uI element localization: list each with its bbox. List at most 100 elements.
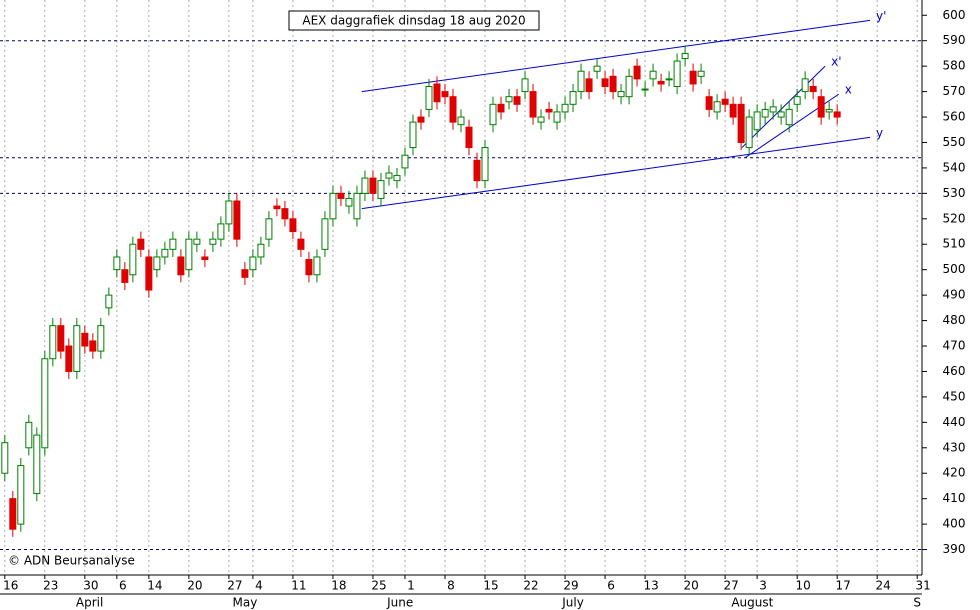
x-tick-label: 20 — [187, 579, 202, 593]
candle-body — [513, 96, 521, 105]
x-tick-label: 29 — [563, 579, 578, 593]
y-tick-label: 430 — [943, 440, 966, 454]
candle-body — [753, 111, 761, 131]
candle-body — [617, 91, 625, 98]
y-tick-label: 570 — [943, 84, 966, 98]
candle-body — [89, 340, 97, 352]
candle-body — [329, 192, 337, 220]
title-box — [288, 10, 540, 31]
candle-body — [9, 498, 17, 530]
candle-body — [401, 154, 409, 169]
y-tick-label: 540 — [943, 160, 966, 174]
x-tick-label: 14 — [147, 579, 162, 593]
candle-body — [489, 103, 497, 126]
trend-line — [741, 65, 826, 148]
candle-body — [361, 177, 369, 194]
candle-body — [273, 205, 281, 210]
candle-body — [1, 442, 9, 474]
trend-line — [361, 19, 871, 93]
month-label: May — [233, 596, 258, 610]
x-tick-label: 6 — [607, 579, 615, 593]
x-tick-label: 13 — [643, 579, 658, 593]
candle-body — [505, 96, 513, 103]
candle-body — [761, 108, 769, 118]
candle-body — [537, 116, 545, 123]
x-tick-label: 23 — [43, 579, 58, 593]
candle-body — [729, 103, 737, 118]
candle-body — [337, 192, 345, 199]
candle-body — [737, 103, 745, 143]
x-tick-label: 31 — [916, 579, 931, 593]
candle-body — [825, 108, 833, 113]
trend-line — [361, 136, 871, 210]
chart-title: AEX daggrafiek dinsdag 18 aug 2020 — [302, 14, 525, 28]
candle-body — [193, 238, 201, 245]
candle-body — [313, 256, 321, 276]
month-label: July — [561, 596, 584, 610]
y-tick-label: 490 — [943, 288, 966, 302]
candle-body — [185, 238, 193, 271]
y-tick-label: 480 — [943, 313, 966, 327]
candle-body — [801, 78, 809, 93]
candle-body — [561, 103, 569, 113]
x-tick-label: 17 — [836, 579, 851, 593]
x-tick-label: 11 — [291, 579, 306, 593]
x-tick-label: 30 — [83, 579, 98, 593]
month-label: April — [76, 596, 103, 610]
x-tick-label: 22 — [523, 579, 538, 593]
candle-body — [441, 91, 449, 98]
candle-body — [17, 465, 25, 525]
candle-body — [353, 192, 361, 220]
candle-body — [201, 256, 209, 261]
y-tick-label: 440 — [943, 415, 966, 429]
candle-body — [697, 70, 705, 77]
x-tick-label: 3 — [759, 579, 767, 593]
candle-body — [769, 106, 777, 113]
candle-body — [289, 218, 297, 233]
candle-body — [689, 70, 697, 85]
candle-body — [257, 243, 265, 258]
x-tick-label: 24 — [876, 579, 891, 593]
candle-body — [113, 256, 121, 271]
x-tick-label: 1 — [407, 579, 415, 593]
y-tick-label: 580 — [943, 59, 966, 73]
y-tick-label: 500 — [943, 262, 966, 276]
candle-body — [449, 96, 457, 123]
candle-body — [633, 65, 641, 80]
month-label: June — [386, 596, 413, 610]
x-tick-label: 27 — [227, 579, 242, 593]
month-label: August — [731, 596, 773, 610]
candle-body — [121, 269, 129, 283]
candle-body — [233, 200, 241, 240]
candle-body — [161, 248, 169, 258]
candle-body — [673, 60, 681, 88]
candle-body — [241, 269, 249, 278]
y-tick-label: 550 — [943, 135, 966, 149]
candle-body — [169, 238, 177, 250]
candle-body — [793, 96, 801, 105]
x-tick-label: 10 — [796, 579, 811, 593]
candle-body — [33, 434, 41, 495]
candle-body — [321, 218, 329, 250]
candle-body — [153, 256, 161, 271]
candle-body — [785, 108, 793, 126]
candle-body — [569, 91, 577, 105]
candle-body — [57, 325, 65, 352]
candle-body — [473, 159, 481, 182]
candle-body — [73, 325, 81, 372]
trend-label: x' — [831, 55, 841, 69]
y-tick-label: 590 — [943, 33, 966, 47]
candle-body — [425, 86, 433, 110]
candle-body — [225, 200, 233, 225]
y-tick-label: 420 — [943, 466, 966, 480]
y-tick-label: 470 — [943, 339, 966, 353]
y-tick-label: 600 — [943, 8, 966, 22]
candle-body — [265, 218, 273, 240]
candle-body — [385, 172, 393, 179]
y-tick-label: 390 — [943, 542, 966, 556]
candle-body — [553, 111, 561, 123]
y-tick-label: 510 — [943, 237, 966, 251]
plot-area: y' y x' x — [0, 0, 922, 575]
candle-body — [105, 294, 113, 309]
